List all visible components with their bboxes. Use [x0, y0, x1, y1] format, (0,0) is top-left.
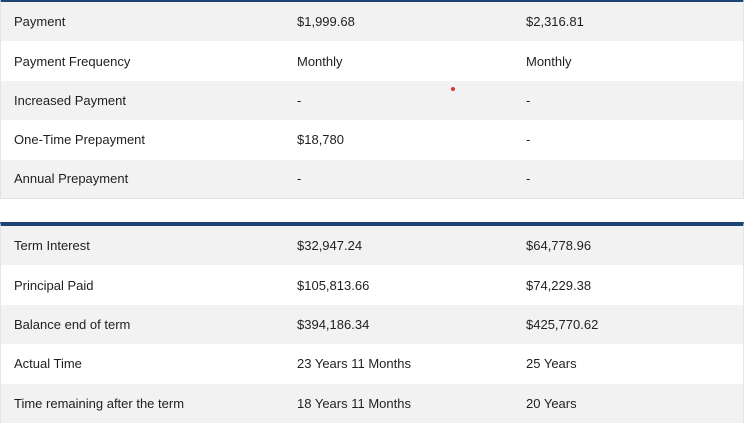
row-label: Time remaining after the term — [14, 395, 185, 411]
row-label: Payment — [14, 14, 66, 30]
row-label: Increased Payment — [14, 92, 127, 108]
scenario-a-value: $105,813.66 — [297, 277, 370, 293]
scenario-a-value: - — [297, 92, 302, 108]
scenario-b-value: 25 Years — [526, 356, 577, 372]
row-label: Principal Paid — [14, 277, 94, 293]
table-row-balance-end-of-term: Balance end of term $394,186.34 $425,770… — [1, 304, 743, 345]
scenario-b-value: $425,770.62 — [526, 316, 599, 332]
row-label: Annual Prepayment — [14, 171, 129, 187]
scenario-b-value: 20 Years — [526, 395, 577, 411]
table-row-time-remaining: Time remaining after the term 18 Years 1… — [1, 383, 743, 423]
scenario-b-value: - — [526, 171, 531, 187]
table-row-increased-payment: Increased Payment - - — [1, 80, 743, 121]
scenario-a-value: $32,947.24 — [297, 238, 363, 254]
table-row-annual-prepayment: Annual Prepayment - - — [1, 159, 743, 199]
scenario-b-value: Monthly — [526, 53, 572, 69]
scenario-b-value: - — [526, 92, 531, 108]
scenario-b-value: - — [526, 132, 531, 148]
table-row-one-time-prepayment: One-Time Prepayment $18,780 - — [1, 120, 743, 159]
scenario-a-value: Monthly — [297, 53, 343, 69]
table-row-principal-paid: Principal Paid $105,813.66 $74,229.38 — [1, 265, 743, 304]
table-row-actual-time: Actual Time 23 Years 11 Months 25 Years — [1, 344, 743, 383]
scenario-a-value: - — [297, 171, 302, 187]
payment-comparison-table: Payment $1,999.68 $2,316.81 Payment Freq… — [0, 0, 744, 199]
table-row-term-interest: Term Interest $32,947.24 $64,778.96 — [1, 226, 743, 266]
scenario-a-value: $18,780 — [297, 132, 344, 148]
scenario-b-value: $64,778.96 — [526, 238, 592, 254]
table-row-payment: Payment $1,999.68 $2,316.81 — [1, 2, 743, 42]
term-summary-table: Term Interest $32,947.24 $64,778.96 Prin… — [0, 222, 744, 423]
scenario-a-value: 23 Years 11 Months — [297, 356, 411, 372]
red-dot-marker — [451, 87, 455, 91]
scenario-b-value: $2,316.81 — [526, 14, 584, 30]
table-row-payment-frequency: Payment Frequency Monthly Monthly — [1, 41, 743, 80]
scenario-a-value: $394,186.34 — [297, 316, 370, 332]
scenario-a-value: $1,999.68 — [297, 14, 355, 30]
row-label: Actual Time — [14, 356, 82, 372]
row-label: Term Interest — [14, 238, 90, 254]
row-label: Balance end of term — [14, 316, 131, 332]
row-label: Payment Frequency — [14, 53, 131, 69]
row-label: One-Time Prepayment — [14, 132, 146, 148]
scenario-a-value: 18 Years 11 Months — [297, 395, 411, 411]
scenario-b-value: $74,229.38 — [526, 277, 592, 293]
